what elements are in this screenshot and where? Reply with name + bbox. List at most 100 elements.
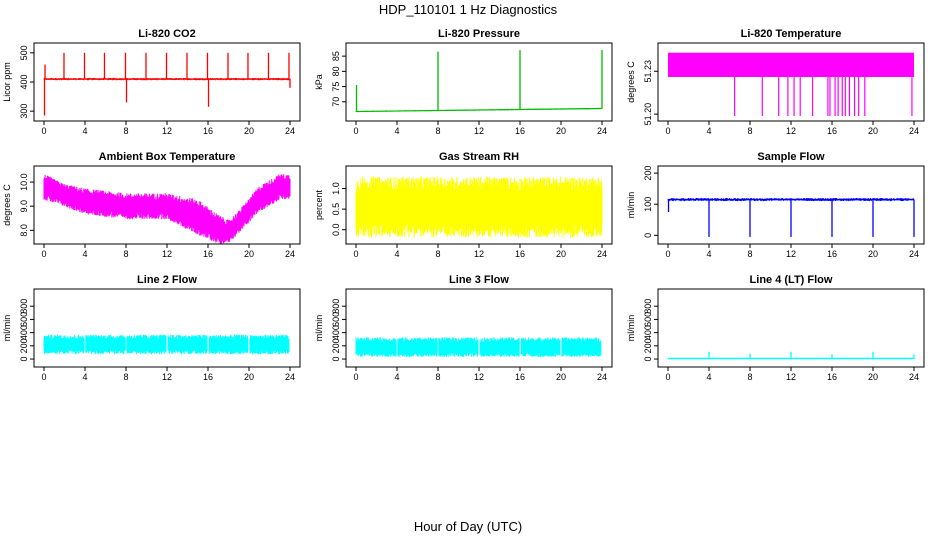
x-tick-label: 20 [556, 372, 566, 382]
panel-6: Line 2 Flow ml/min 0 4 8 12 16 20 24 0 20040060080… [2, 274, 301, 382]
y-tick-label: 0.0 [331, 223, 341, 236]
x-tick-label: 8 [435, 372, 440, 382]
x-tick-label: 0 [41, 249, 46, 259]
y-tick-label: 400 [19, 325, 29, 340]
y-axis-label: percent [314, 189, 324, 220]
y-tick-label: 100 [643, 197, 653, 212]
x-tick-label: 16 [203, 126, 213, 136]
y-tick-label: 0 [643, 357, 653, 362]
x-tick-label: 0 [353, 126, 358, 136]
series-ambient [43, 174, 291, 244]
plot-frame [33, 288, 301, 368]
x-tick-label: 20 [556, 126, 566, 136]
y-tick-label: 800 [331, 299, 341, 314]
y-tick-label: 300 [19, 104, 29, 119]
x-tick-label: 16 [515, 126, 525, 136]
x-tick-label: 8 [435, 249, 440, 259]
y-tick-label: 400 [19, 74, 29, 89]
x-tick-label: 0 [665, 126, 670, 136]
panel-7: Line 3 Flow ml/min 0 4 8 12 16 20 24 0 20040060080… [314, 274, 613, 382]
x-tick-label: 24 [285, 372, 295, 382]
x-tick-label: 12 [474, 126, 484, 136]
x-tick-label: 8 [123, 372, 128, 382]
y-tick-label: 400 [331, 325, 341, 340]
x-tick-label: 24 [285, 126, 295, 136]
y-tick-label: 800 [19, 299, 29, 314]
panel-title: Li-820 Pressure [438, 28, 520, 40]
x-tick-label: 4 [82, 126, 87, 136]
x-tick-label: 12 [474, 372, 484, 382]
y-axis-label: ml/min [626, 315, 636, 342]
x-tick-label: 8 [747, 126, 752, 136]
x-tick-label: 24 [597, 372, 607, 382]
y-tick-label: 70 [331, 97, 341, 107]
x-tick-label: 20 [244, 126, 254, 136]
series-co2 [43, 52, 291, 116]
x-tick-label: 16 [203, 249, 213, 259]
y-tick-label: 200 [643, 338, 653, 353]
x-tick-label: 16 [827, 372, 837, 382]
y-tick-label: 200 [19, 338, 29, 353]
panel-title: Ambient Box Temperature [99, 151, 236, 163]
panel-title: Line 2 Flow [137, 274, 197, 286]
series-trend [355, 107, 603, 113]
x-tick-label: 8 [747, 249, 752, 259]
x-tick-label: 8 [123, 126, 128, 136]
x-tick-label: 12 [162, 372, 172, 382]
x-tick-label: 4 [394, 249, 399, 259]
series-rh [355, 176, 603, 238]
x-tick-label: 4 [706, 249, 711, 259]
y-tick-label: 600 [331, 312, 341, 327]
x-tick-label: 16 [515, 372, 525, 382]
x-tick-label: 8 [123, 249, 128, 259]
x-tick-label: 24 [285, 249, 295, 259]
series-line2 [43, 334, 290, 355]
y-tick-label: 0 [19, 357, 29, 362]
x-tick-label: 16 [203, 372, 213, 382]
panel-title: Sample Flow [757, 151, 825, 163]
series-line3 [355, 337, 602, 357]
x-axis-label: Hour of Day (UTC) [414, 519, 522, 534]
series-band [43, 174, 291, 244]
x-tick-label: 20 [868, 249, 878, 259]
x-tick-label: 12 [786, 126, 796, 136]
x-tick-label: 8 [435, 126, 440, 136]
x-tick-label: 12 [786, 372, 796, 382]
series-temperature [668, 52, 914, 116]
x-tick-label: 16 [827, 249, 837, 259]
y-axis-label: degrees C [2, 184, 12, 226]
x-tick-label: 24 [909, 249, 919, 259]
series-band [43, 334, 290, 355]
y-tick-label: 200 [331, 338, 341, 353]
series-sample_flow [667, 198, 915, 237]
y-axis-label: kPa [314, 74, 324, 90]
panel-title: Line 3 Flow [449, 274, 509, 286]
temperature-band [668, 52, 914, 77]
x-tick-label: 4 [82, 372, 87, 382]
x-tick-label: 24 [909, 126, 919, 136]
series-line4 [667, 351, 915, 360]
x-tick-label: 20 [868, 372, 878, 382]
y-tick-label: 400 [643, 325, 653, 340]
panel-0: Li-820 CO2 Licor ppm 0 4 8 12 16 20 24 300 400 500 [2, 28, 301, 136]
panel-5: Sample Flow ml/min 0 4 8 12 16 20 24 0 100 200 [626, 151, 925, 259]
y-tick-label: 51.20 [643, 103, 653, 126]
x-tick-label: 12 [786, 249, 796, 259]
y-tick-label: 80 [331, 66, 341, 76]
x-tick-label: 12 [162, 249, 172, 259]
x-tick-label: 0 [353, 249, 358, 259]
x-tick-label: 0 [41, 126, 46, 136]
y-tick-label: 0 [331, 357, 341, 362]
y-tick-label: 0.5 [331, 203, 341, 216]
panel-8: Line 4 (LT) Flow ml/min 0 4 8 12 16 20 24 0 200400… [626, 274, 925, 382]
y-axis-label: ml/min [626, 192, 636, 219]
y-axis-label: ml/min [2, 315, 12, 342]
panel-title: Li-820 Temperature [741, 28, 842, 40]
y-tick-label: 10.0 [19, 173, 29, 191]
y-axis-label: ml/min [314, 315, 324, 342]
y-tick-label: 1.0 [331, 182, 341, 195]
y-axis-label: degrees C [626, 61, 636, 103]
y-tick-label: 0 [643, 233, 653, 238]
panel-2: Li-820 Temperature degrees C 0 4 8 12 16 20 24 51… [626, 28, 925, 136]
